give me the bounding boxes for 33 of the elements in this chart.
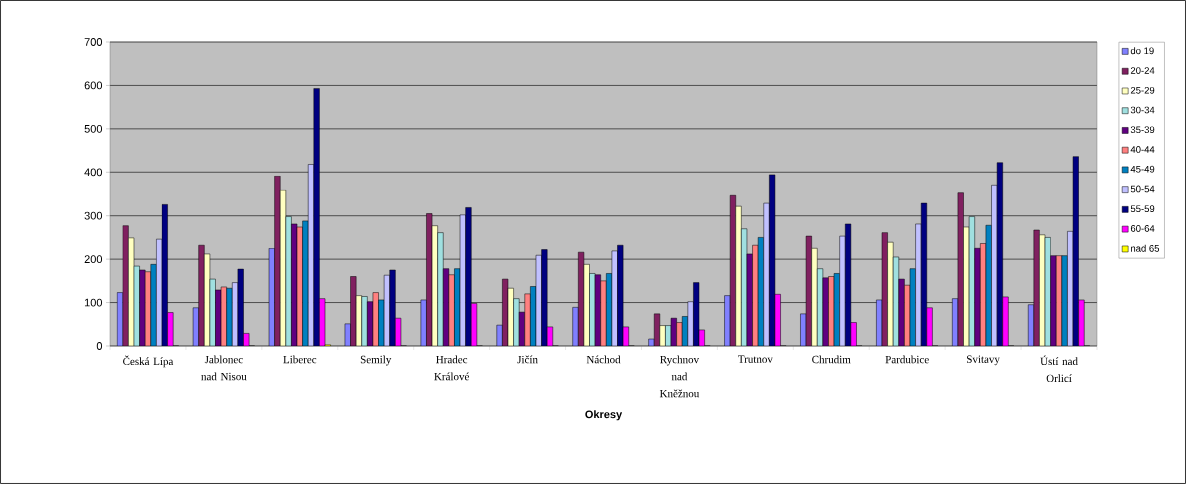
legend-label: 40-44 [1130, 146, 1155, 153]
legend-label: 35-39 [1130, 126, 1155, 134]
legend-label: 30-34 [1130, 106, 1155, 114]
x-tick-label: Hradec Králové [434, 355, 469, 381]
x-tick-label: Chrudim [812, 355, 851, 364]
x-tick-label: Jablonec nad Nisou [201, 355, 247, 381]
y-tick-label: 500 [84, 124, 103, 133]
x-tick-label: Jičín [517, 355, 538, 364]
x-tick-label: Rychnov nad Kněžnou [659, 355, 700, 398]
x-tick-label: Trutnov [738, 355, 773, 363]
x-tick-label: Svitavy [967, 355, 1000, 366]
x-tick-label: Ústí nad Orlicí [1040, 355, 1078, 383]
y-tick-label: 400 [84, 168, 103, 177]
legend-label: 20-24 [1130, 67, 1155, 74]
y-tick-label: 200 [84, 255, 103, 264]
legend-label: 45-49 [1130, 165, 1155, 173]
legend-label: 60-64 [1130, 225, 1155, 232]
legend-label: do 19 [1130, 47, 1154, 55]
x-tick-label: Liberec [283, 355, 317, 364]
x-tick-label: Náchod [586, 355, 621, 364]
y-tick-label: 600 [84, 81, 103, 90]
legend-label: nad 65 [1131, 244, 1160, 252]
legend-label: 25-29 [1130, 86, 1155, 94]
x-tick-label: Semily [360, 355, 392, 366]
x-tick-label: Česká Lípa [123, 355, 174, 368]
x-axis-title: Okresy [585, 410, 623, 421]
legend-label: 50-54 [1130, 185, 1155, 193]
y-tick-label: 700 [84, 38, 103, 46]
legend-label: 55-59 [1130, 205, 1155, 213]
x-tick-label: Pardubice [885, 355, 929, 364]
y-tick-label: 0 [96, 342, 103, 350]
y-tick-label: 300 [84, 211, 103, 220]
y-tick-label: 100 [84, 298, 103, 307]
